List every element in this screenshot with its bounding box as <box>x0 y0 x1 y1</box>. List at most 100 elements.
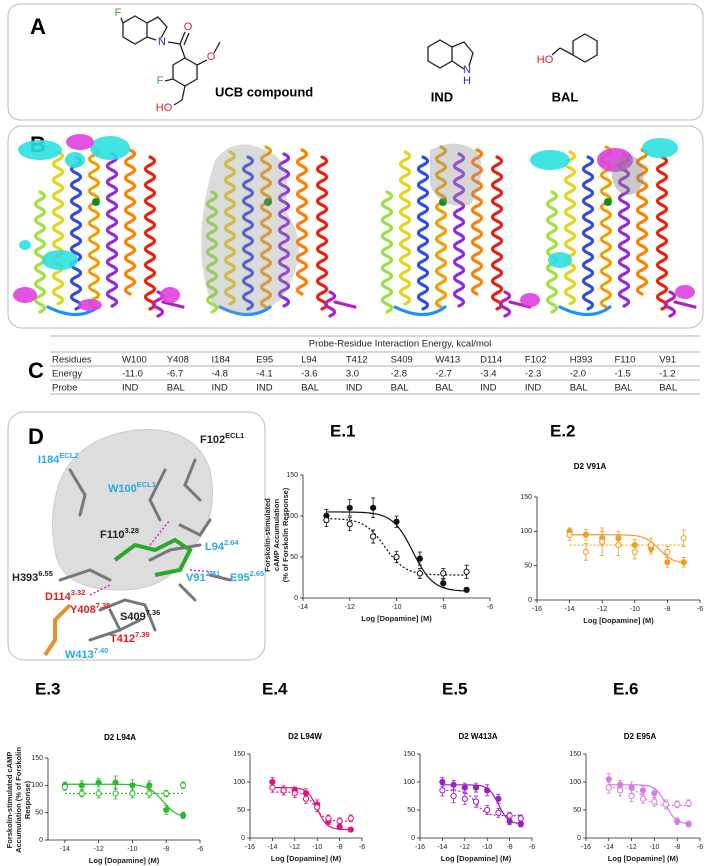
x-axis-label: Log [Dopamine] (M) <box>89 856 160 865</box>
data-point <box>582 548 590 556</box>
data-point <box>472 798 480 805</box>
x-axis-label: Log [Dopamine] (M) <box>361 614 432 623</box>
table-cell: IND <box>122 383 139 394</box>
y-tick-label: 150 <box>31 755 43 762</box>
data-point <box>495 795 502 802</box>
x-tick-label: -10 <box>649 844 659 851</box>
y-tick-label: 50 <box>290 554 298 561</box>
y-tick-label: 100 <box>31 782 43 789</box>
residue-name: F102 <box>200 434 225 446</box>
chart: E.1 Forskolin-stimulated cAMP Accumulation… <box>263 421 493 623</box>
protein-view <box>13 134 185 318</box>
protein-view <box>520 138 697 318</box>
residue-name: D114 <box>45 591 72 603</box>
x-tick-label: -6 <box>697 844 703 851</box>
residue-name: V91 <box>186 572 206 584</box>
x-tick-label: -14 <box>437 844 447 851</box>
data-point <box>662 801 669 808</box>
x-tick-label: -14 <box>298 604 308 611</box>
x-axis-label: Log [Dopamine] (M) <box>271 854 342 863</box>
data-point <box>314 804 321 811</box>
residue-superscript: 3.28 <box>124 526 139 535</box>
y-tick-label: 50 <box>407 807 415 814</box>
protein-view <box>380 143 532 318</box>
residue-name: T412 <box>110 633 135 645</box>
data-point <box>685 820 692 828</box>
x-tick-label: -8 <box>336 844 342 851</box>
data-point <box>615 541 622 549</box>
residue-superscript: 2.64 <box>224 538 239 547</box>
data-point <box>450 781 457 788</box>
atom-label: H <box>463 75 471 87</box>
bal-structure <box>551 33 598 63</box>
table-cell: IND <box>525 383 542 394</box>
data-point <box>495 809 502 816</box>
residue-label: S4097.36 <box>120 608 160 623</box>
fit-curve <box>272 791 351 822</box>
data-point <box>347 815 354 822</box>
table-cell: 3.0 <box>346 369 359 380</box>
residue-label: V912.61 <box>186 569 220 584</box>
data-point <box>582 531 590 538</box>
residue-superscript: ECL2 <box>59 451 78 460</box>
residue-label: Y4087.35 <box>70 601 110 616</box>
table-cell: -4.1 <box>256 369 272 380</box>
x-tick-label: -6 <box>359 844 365 851</box>
chart-subtitle: D2 V91A <box>574 462 607 471</box>
chart: E.3 D2 L94A Forskolin-stimulated cAMP Accum… <box>5 679 203 865</box>
residue-name: E95 <box>230 572 250 584</box>
data-point <box>416 555 423 562</box>
y-axis-label: Forskolin-stimulated cAMP <box>5 752 14 849</box>
x-tick-label: -12 <box>290 844 300 851</box>
data-point <box>639 787 647 794</box>
x-tick-label: -12 <box>627 844 637 851</box>
data-point <box>506 818 513 825</box>
x-tick-label: -16 <box>581 844 591 851</box>
data-point <box>463 568 470 575</box>
chart-title: E.4 <box>262 679 288 698</box>
table-cell: I184 <box>212 355 231 366</box>
x-tick-label: -14 <box>267 844 277 851</box>
data-point <box>484 787 491 794</box>
data-point <box>269 784 276 791</box>
protein-view <box>201 144 357 318</box>
table-cell: -11.0 <box>122 369 143 380</box>
data-point <box>146 790 153 797</box>
data-point <box>450 792 457 800</box>
residue-name: L94 <box>205 541 225 553</box>
fit-curve <box>608 787 689 807</box>
chart: E.4 D2 L94W 0 50 100 150 -16 -14 -12 -10 -8 -6 Log [… <box>233 679 365 863</box>
data-point <box>484 806 491 814</box>
y-tick-label: 50 <box>237 807 245 814</box>
chart-subtitle: D2 E95A <box>624 732 657 741</box>
x-axis-label: Log [Dopamine] (M) <box>583 616 654 625</box>
residue-superscript: 7.39 <box>135 630 150 639</box>
table-cell: BAL <box>614 383 632 394</box>
chart: E.2 D2 V91A 0 50 100 150 -16 -14 -12 -10 -8 -6 Log [… <box>520 421 703 625</box>
data-point <box>346 521 353 528</box>
x-tick-label: -10 <box>482 844 492 851</box>
data-point <box>439 778 446 786</box>
x-axis-label: Log [Dopamine] (M) <box>441 854 512 863</box>
data-point <box>517 815 524 822</box>
panel-box <box>7 3 704 121</box>
chart-title: E.2 <box>550 421 576 440</box>
table-cell: -2.3 <box>525 369 541 380</box>
y-tick-label: 50 <box>573 807 581 814</box>
residue-superscript: 7.40 <box>94 646 109 655</box>
x-tick-label: -6 <box>197 846 203 853</box>
data-point <box>336 818 343 825</box>
data-point <box>95 790 102 797</box>
x-tick-label: -8 <box>664 606 670 613</box>
panel-label: A <box>30 14 46 39</box>
y-tick-label: 100 <box>569 779 581 786</box>
residue-labels: I184ECL2W100ECL1F102ECL1F1103.28L942.64H… <box>12 431 264 661</box>
fit-curve <box>569 534 684 564</box>
data-point <box>617 787 624 794</box>
table-cell: Y408 <box>167 355 189 366</box>
x-tick-label: -10 <box>630 606 640 613</box>
table-cell: -3.6 <box>301 369 317 380</box>
y-axis-label: Forskolin-stimulated <box>263 498 272 572</box>
table-cell: -1.5 <box>614 369 630 380</box>
molecule-name: BAL <box>552 89 579 104</box>
